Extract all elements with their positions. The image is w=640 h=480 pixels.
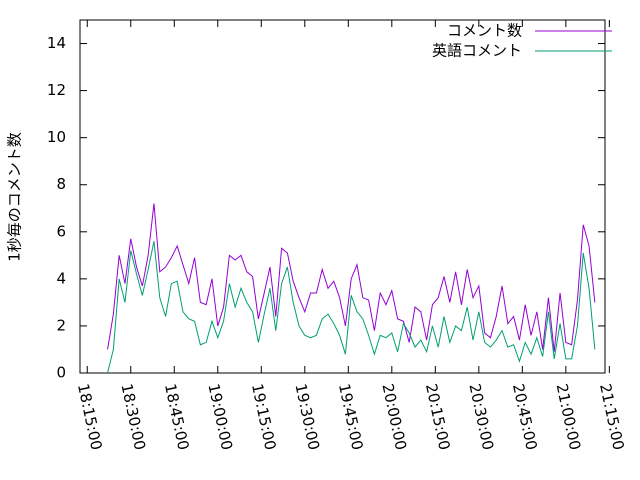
x-tick-label: 20:15:00: [422, 382, 454, 452]
legend-label: コメント数: [447, 22, 522, 40]
y-tick-label: 2: [56, 316, 66, 334]
x-tick-label: 19:45:00: [335, 382, 367, 452]
x-tick-label: 19:00:00: [204, 382, 236, 452]
x-tick-label: 18:45:00: [161, 382, 193, 452]
series-line: [107, 241, 596, 374]
series-line: [107, 203, 596, 352]
y-tick-label: 10: [47, 128, 66, 146]
x-tick-label: 18:30:00: [117, 382, 149, 452]
x-tick-label: 19:30:00: [291, 382, 323, 452]
y-tick-label: 6: [56, 222, 66, 240]
legend-label: 英語コメント: [432, 42, 522, 60]
x-tick-label: 18:15:00: [74, 382, 106, 452]
y-axis-label: 1秒毎のコメント数: [6, 132, 24, 262]
y-tick-label: 8: [56, 175, 66, 193]
y-tick-label: 0: [56, 364, 66, 382]
y-tick-label: 14: [47, 34, 66, 52]
x-tick-label: 19:15:00: [248, 382, 280, 452]
x-tick-label: 20:30:00: [466, 382, 498, 452]
x-tick-label: 20:00:00: [378, 382, 410, 452]
y-tick-label: 12: [47, 81, 66, 99]
y-tick-label: 4: [56, 269, 66, 287]
x-tick-label: 21:00:00: [553, 382, 585, 452]
x-tick-label: 21:15:00: [596, 382, 628, 452]
plot-border: [79, 19, 606, 374]
x-tick-label: 20:45:00: [509, 382, 541, 452]
